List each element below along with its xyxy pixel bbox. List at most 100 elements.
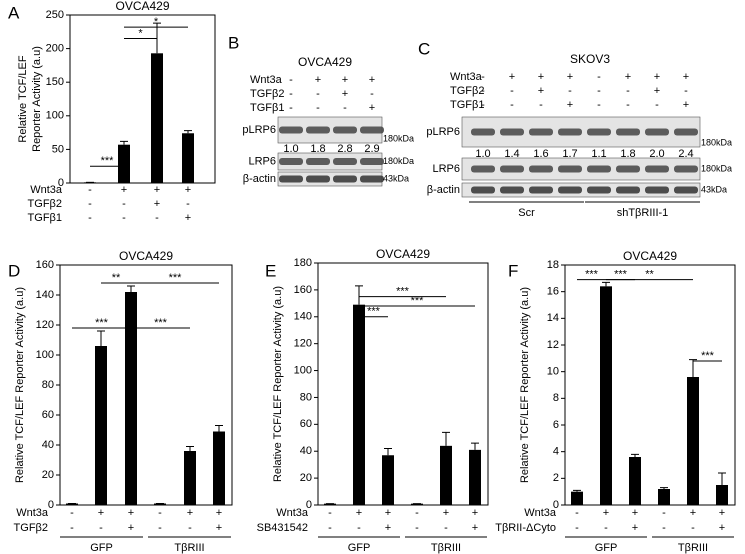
condition-sign: - bbox=[539, 99, 543, 111]
bar bbox=[716, 485, 728, 505]
chart-title: OVCA429 bbox=[119, 249, 173, 263]
blot-band bbox=[471, 186, 495, 194]
condition-sign: + bbox=[216, 522, 222, 534]
quantification: 1.0 bbox=[283, 143, 298, 155]
condition-sign: - bbox=[99, 522, 103, 534]
condition-sign: - bbox=[70, 507, 74, 519]
condition-sign: + bbox=[128, 522, 134, 534]
condition-label: TβRII-ΔCyto bbox=[495, 522, 556, 534]
condition-sign: - bbox=[415, 507, 419, 519]
y-tick-label: 120 bbox=[294, 338, 312, 350]
size-marker: 180kDa bbox=[383, 156, 414, 166]
y-tick-label: 4 bbox=[553, 446, 559, 458]
condition-sign: + bbox=[538, 85, 544, 97]
condition-sign: + bbox=[719, 507, 725, 519]
group-label: Scr bbox=[518, 207, 535, 219]
bar bbox=[353, 304, 365, 505]
blot-band bbox=[333, 158, 357, 165]
condition-sign: - bbox=[691, 522, 695, 534]
condition-label: TGFβ2 bbox=[450, 85, 484, 97]
y-tick-label: 80 bbox=[42, 379, 54, 391]
quantification: 2.8 bbox=[337, 143, 352, 155]
y-tick-label: 160 bbox=[36, 259, 54, 271]
condition-label: Wnt3a bbox=[250, 74, 283, 86]
significance-label: *** bbox=[585, 269, 599, 281]
condition-sign: + bbox=[385, 507, 391, 519]
condition-label: Wnt3a bbox=[276, 507, 309, 519]
y-tick-label: 250 bbox=[46, 9, 64, 21]
y-axis-label: Reporter Activity (a.u) bbox=[31, 46, 43, 152]
y-tick-label: 0 bbox=[48, 499, 54, 511]
size-marker: 180kDa bbox=[701, 163, 732, 173]
condition-label: TGFβ2 bbox=[250, 88, 284, 100]
condition-sign: + bbox=[342, 74, 348, 86]
condition-sign: + bbox=[603, 507, 609, 519]
condition-sign: - bbox=[328, 522, 332, 534]
condition-label: SB431542 bbox=[257, 522, 308, 534]
condition-sign: - bbox=[481, 71, 485, 83]
quantification: 1.4 bbox=[504, 148, 519, 160]
condition-sign: - bbox=[662, 522, 666, 534]
y-tick-label: 16 bbox=[547, 286, 559, 298]
condition-sign: + bbox=[443, 507, 449, 519]
blot-band bbox=[279, 126, 303, 134]
blot-band bbox=[500, 128, 524, 136]
size-marker: 43kDa bbox=[701, 184, 727, 194]
condition-sign: - bbox=[343, 102, 347, 114]
condition-sign: + bbox=[567, 71, 573, 83]
bar bbox=[213, 431, 225, 505]
condition-sign: + bbox=[98, 507, 104, 519]
band-label: LRP6 bbox=[248, 155, 276, 167]
bar bbox=[411, 503, 423, 505]
blot-band bbox=[645, 128, 669, 136]
condition-sign: - bbox=[289, 102, 293, 114]
condition-sign: - bbox=[88, 198, 92, 210]
condition-sign: + bbox=[356, 507, 362, 519]
y-tick-label: 60 bbox=[300, 418, 312, 430]
blot-band bbox=[616, 128, 640, 136]
condition-label: Wnt3a bbox=[16, 507, 49, 519]
condition-sign: + bbox=[654, 71, 660, 83]
y-tick-label: 120 bbox=[36, 319, 54, 331]
condition-sign: - bbox=[662, 507, 666, 519]
significance-label: *** bbox=[701, 350, 715, 362]
quantification: 1.1 bbox=[591, 148, 606, 160]
quantification: 2.9 bbox=[364, 143, 379, 155]
bar bbox=[151, 53, 163, 183]
bar bbox=[184, 451, 196, 505]
y-tick-label: 0 bbox=[58, 177, 64, 189]
y-tick-label: 100 bbox=[36, 349, 54, 361]
condition-label: TGFβ1 bbox=[28, 212, 62, 224]
condition-sign: - bbox=[568, 85, 572, 97]
condition-sign: - bbox=[597, 71, 601, 83]
bar bbox=[382, 455, 394, 505]
condition-sign: - bbox=[444, 522, 448, 534]
significance-label: *** bbox=[411, 295, 425, 307]
condition-sign: - bbox=[626, 99, 630, 111]
condition-sign: + bbox=[128, 507, 134, 519]
condition-sign: - bbox=[188, 522, 192, 534]
blot-title: SKOV3 bbox=[570, 52, 610, 66]
error-bar bbox=[573, 489, 581, 492]
condition-label: TGFβ1 bbox=[250, 102, 284, 114]
condition-sign: - bbox=[655, 99, 659, 111]
size-marker: 180kDa bbox=[383, 133, 414, 143]
significance-label: * bbox=[138, 27, 143, 39]
plot-frame bbox=[59, 264, 233, 506]
error-bar bbox=[97, 330, 105, 346]
bar bbox=[658, 489, 670, 505]
blot-band bbox=[587, 165, 611, 173]
group-label: TβRIII bbox=[431, 542, 461, 554]
condition-sign: - bbox=[597, 99, 601, 111]
quantification: 1.8 bbox=[620, 148, 635, 160]
group-label: TβRIII bbox=[174, 542, 204, 554]
condition-sign: - bbox=[70, 522, 74, 534]
blot-title: OVCA429 bbox=[298, 55, 352, 69]
error-bar bbox=[186, 446, 194, 451]
condition-sign: - bbox=[122, 212, 126, 224]
condition-sign: - bbox=[684, 85, 688, 97]
blot-band bbox=[558, 186, 582, 194]
chart-title: OVCA429 bbox=[115, 0, 169, 13]
condition-sign: - bbox=[316, 102, 320, 114]
y-tick-label: 8 bbox=[553, 392, 559, 404]
